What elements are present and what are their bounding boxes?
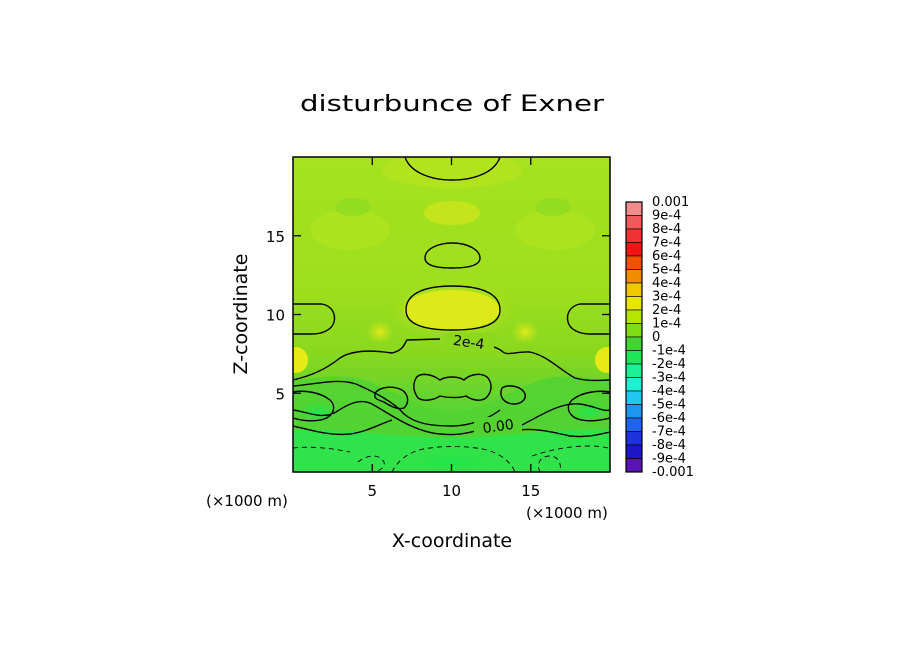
- contour-label-bg-000: [474, 417, 522, 433]
- colorbar-swatch: [625, 390, 643, 405]
- contour-zero: [293, 400, 610, 436]
- contour-right-upper: [566, 303, 610, 335]
- x-axis-label: X-coordinate: [392, 530, 512, 552]
- contour-mid-left: [293, 380, 501, 427]
- y-tick-label: 15: [266, 228, 285, 246]
- field-deep-right: [568, 400, 610, 424]
- colorbar-label: -7e-4: [652, 425, 686, 440]
- colorbar-swatch: [625, 458, 643, 473]
- contour-lines: [293, 157, 610, 438]
- colorbar-swatch: [625, 309, 643, 324]
- colorbar-swatch: [625, 444, 643, 459]
- colorbar-swatch: [625, 269, 643, 284]
- colorbar-label: 4e-4: [652, 276, 681, 291]
- contour-dashed-left: [293, 446, 351, 453]
- colorbar-label: -6e-4: [652, 411, 686, 426]
- colorbar-frame: [625, 201, 643, 473]
- field-patch-upper-right: [535, 198, 571, 216]
- colorbar-label: -9e-4: [652, 452, 686, 467]
- colorbar-label: 0: [652, 330, 660, 345]
- colorbar-label: -8e-4: [652, 438, 686, 453]
- colorbar-swatch: [625, 323, 643, 338]
- colorbar-swatch: [625, 431, 643, 446]
- y-unit-label: (×1000 m): [206, 492, 288, 510]
- contour-center-loop: [405, 285, 501, 331]
- colorbar-label: -5e-4: [652, 398, 686, 413]
- field-deep-left: [296, 400, 340, 424]
- contour-label-bg-2e4: [444, 333, 494, 349]
- field-blob-right: [511, 320, 539, 344]
- colorbar-swatch: [625, 282, 643, 297]
- field-patch-top-center: [382, 157, 522, 188]
- colorbar-label: 9e-4: [652, 209, 681, 224]
- colorbar-swatch: [625, 215, 643, 230]
- contour-label-2e4: 2e-4: [452, 333, 485, 353]
- field-blob-edge-right: [595, 347, 610, 373]
- contour-left-upper: [293, 303, 336, 335]
- colorbar-label: 5e-4: [652, 263, 681, 278]
- colorbar-label: -1e-4: [652, 344, 686, 359]
- field-blob-edge-left: [293, 347, 308, 373]
- colorbar-label: -4e-4: [652, 384, 686, 399]
- colorbar-label: 2e-4: [652, 303, 681, 318]
- field-blob-center-core: [404, 290, 500, 330]
- colorbar-swatch: [625, 363, 643, 378]
- contour-top: [404, 157, 501, 181]
- contour-dashed-center: [391, 446, 516, 472]
- x-unit-label: (×1000 m): [526, 504, 608, 522]
- colorbar-swatch: [625, 201, 643, 216]
- colorbar-swatch: [625, 228, 643, 243]
- field-patch-upper-center: [424, 201, 480, 225]
- colorbar-label: -0.001: [652, 465, 694, 480]
- colorbar-label: 0.001: [652, 195, 689, 210]
- y-axis-ticks: 5 10 15: [266, 228, 610, 403]
- contour-right-island: [500, 385, 526, 405]
- colorbar-label: 7e-4: [652, 236, 681, 251]
- colorbar-label: 1e-4: [652, 317, 681, 332]
- contour-dashed-right-loop: [538, 455, 561, 472]
- contour-dashed-right: [531, 445, 610, 457]
- colorbar-swatch: [625, 417, 643, 432]
- contour-low-right: [519, 428, 610, 438]
- x-tick-label: 10: [442, 482, 461, 500]
- field-deep-bottom: [397, 450, 507, 472]
- colorbar-swatch: [625, 350, 643, 365]
- colorbar-label: -2e-4: [652, 357, 686, 372]
- contour-low-left: [293, 419, 393, 436]
- heatmap-field: 2e-4 0.00: [293, 157, 610, 472]
- colorbar-label: 8e-4: [652, 222, 681, 237]
- contour-label-000: 0.00: [482, 417, 515, 437]
- colorbar: 0.0019e-48e-47e-46e-45e-44e-43e-42e-41e-…: [625, 195, 694, 480]
- colorbar-label: 3e-4: [652, 290, 681, 305]
- x-tick-label: 15: [521, 482, 540, 500]
- colorbar-swatch: [625, 296, 643, 311]
- contour-center-comb: [413, 373, 492, 401]
- contour-left-lobe: [293, 390, 335, 422]
- colorbar-swatch: [625, 377, 643, 392]
- contour-right-lobe: [567, 390, 610, 422]
- colorbar-swatch: [625, 255, 643, 270]
- field-patch-mid-left: [310, 210, 390, 250]
- y-tick-label: 5: [275, 385, 285, 403]
- x-tick-label: 5: [367, 482, 377, 500]
- field-patch-upper-left: [335, 198, 371, 216]
- contour-dashed-left-loop: [357, 455, 385, 472]
- contour-upper-loop: [424, 242, 481, 269]
- x-axis-ticks: 5 10 15: [367, 157, 540, 500]
- y-tick-label: 10: [266, 307, 285, 325]
- colorbar-swatch: [625, 336, 643, 351]
- field-patch-mid-right: [515, 210, 595, 250]
- colorbar-label: 6e-4: [652, 249, 681, 264]
- field-blob-left: [366, 320, 394, 344]
- y-axis-label: Z-coordinate: [230, 254, 252, 375]
- contour-2e4-main: [293, 338, 610, 382]
- colorbar-label: -3e-4: [652, 371, 686, 386]
- contour-dashed: [293, 445, 610, 472]
- colorbar-swatch: [625, 242, 643, 257]
- contour-left-island: [374, 386, 409, 410]
- chart-title: disturbunce of Exner: [300, 92, 605, 117]
- colorbar-swatch: [625, 404, 643, 419]
